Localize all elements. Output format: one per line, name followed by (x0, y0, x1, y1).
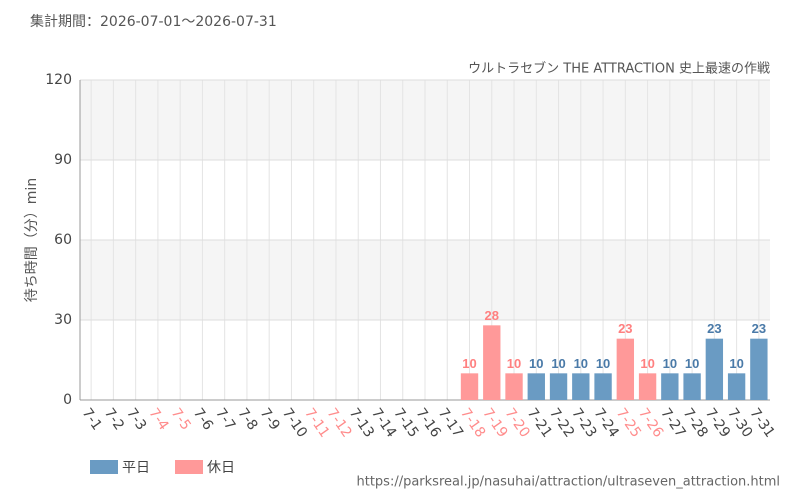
y-axis-label: 待ち時間（分）min (24, 178, 40, 302)
bar (727, 373, 746, 400)
x-tick-label: 7-6 (190, 405, 216, 433)
bar (594, 373, 612, 400)
source-url: https://parksreal.jp/nasuhai/attraction/… (356, 475, 780, 490)
value-label: 10 (529, 356, 543, 371)
bar (638, 373, 657, 400)
bar (460, 373, 479, 400)
value-label: 10 (685, 356, 699, 371)
value-label: 10 (640, 356, 654, 371)
bar (683, 373, 701, 400)
value-label: 10 (551, 356, 565, 371)
bar (549, 373, 568, 400)
bar (705, 338, 724, 400)
bar (750, 338, 768, 400)
y-tick-label: 90 (54, 152, 72, 168)
y-tick-label: 60 (54, 232, 72, 248)
x-tick-label: 7-8 (234, 405, 260, 433)
bar (483, 325, 501, 400)
value-label: 10 (663, 356, 677, 371)
chart-title: ウルトラセブン THE ATTRACTION 史上最速の作戦 (468, 61, 770, 77)
value-label: 10 (729, 356, 743, 371)
y-tick-label: 0 (63, 392, 72, 408)
x-tick-label: 7-2 (101, 405, 127, 433)
value-label: 23 (752, 321, 766, 336)
value-label: 10 (596, 356, 610, 371)
bar (527, 373, 545, 400)
legend-label: 平日 (122, 460, 150, 476)
x-tick-label: 7-5 (168, 405, 194, 433)
value-label: 23 (707, 321, 721, 336)
x-tick-label: 7-4 (145, 405, 171, 433)
value-label: 10 (574, 356, 588, 371)
period: 集計期間：2026-07-01～2026-07-31 (30, 13, 277, 30)
value-label: 23 (618, 321, 632, 336)
bar (505, 373, 523, 400)
legend-swatch (175, 460, 203, 474)
x-tick-label: 7-31 (746, 405, 777, 440)
bar (616, 338, 635, 400)
bar (661, 373, 679, 400)
value-label: 28 (485, 308, 499, 323)
value-label: 10 (462, 356, 476, 371)
legend-swatch (90, 460, 118, 474)
x-tick-label: 7-3 (123, 405, 149, 433)
x-tick-label: 7-7 (212, 405, 238, 433)
x-tick-label: 7-9 (257, 405, 283, 433)
bar (572, 373, 590, 400)
y-tick-label: 30 (54, 312, 72, 328)
legend-label: 休日 (207, 460, 235, 476)
value-label: 10 (507, 356, 521, 371)
y-tick-label: 120 (45, 72, 72, 88)
x-tick-label: 7-1 (79, 405, 105, 433)
